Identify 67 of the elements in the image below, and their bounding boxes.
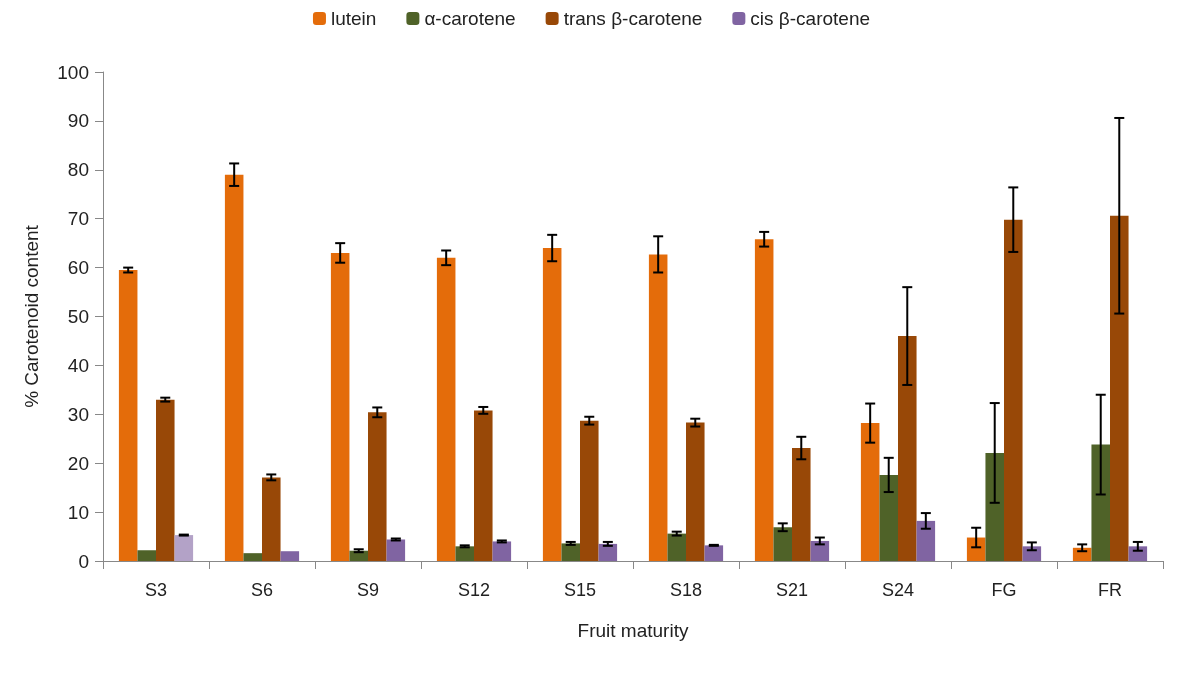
bar [349,550,368,561]
bar [561,543,580,561]
bar [118,270,138,561]
y-tick-label: 40 [67,354,89,376]
y-tick-label: 50 [67,306,89,327]
x-tick-label: S24 [881,580,915,600]
bar [243,553,262,561]
bar [916,520,936,561]
x-tick-label: S18 [669,580,703,600]
bar [598,543,618,561]
y-tick-label: 100 [57,61,89,83]
x-tick-label: S3 [144,580,168,600]
y-tick-label: 10 [67,501,89,523]
bar [262,477,281,561]
bar [704,545,724,561]
bar [368,412,387,561]
bar [580,420,599,561]
bar [174,535,194,561]
bar [436,257,456,561]
bar [792,448,811,561]
bar [985,452,1004,561]
bar [966,537,986,561]
y-tick-label: 90 [67,110,89,132]
bar [1128,546,1148,561]
bar [686,422,705,561]
bar [810,540,830,561]
legend-label: trans β-carotene [563,8,703,29]
y-tick-label: 30 [67,403,89,425]
bar [648,254,668,561]
bar [1072,547,1092,561]
bar [754,239,774,561]
x-tick-label: S12 [457,580,491,600]
y-tick-label: 60 [67,257,89,279]
legend-label: cis β-carotene [750,8,871,29]
bar [1110,215,1129,561]
x-tick-label: S15 [563,580,597,600]
bar [1091,444,1110,561]
bar [474,410,493,561]
bar [1004,219,1023,561]
bar [386,539,406,561]
x-tick-label: FR [1098,580,1122,600]
bar [330,252,350,561]
y-tick-label: 20 [67,452,89,474]
bar [1022,546,1042,561]
x-tick-label: S6 [250,580,274,600]
x-axis-title: Fruit maturity [577,620,689,641]
y-tick-label: 70 [67,208,89,230]
y-tick-label: 0 [78,550,89,572]
bar [137,550,156,561]
bar [156,399,175,561]
legend-label: lutein [330,8,377,29]
bar [455,546,474,561]
bar [879,474,898,561]
bar [773,527,792,561]
bar [542,248,562,561]
y-axis-title: % Carotenoid content [21,224,42,408]
x-tick-label: S21 [775,580,809,600]
bar [898,336,917,561]
bar [280,551,300,561]
bar [860,423,880,561]
x-tick-label: S9 [356,580,380,600]
bar [492,541,512,561]
bar [224,174,244,561]
y-tick-label: 80 [67,159,89,181]
legend-label: α-carotene [424,8,516,29]
bar [667,533,686,561]
x-tick-label: FG [991,580,1017,600]
